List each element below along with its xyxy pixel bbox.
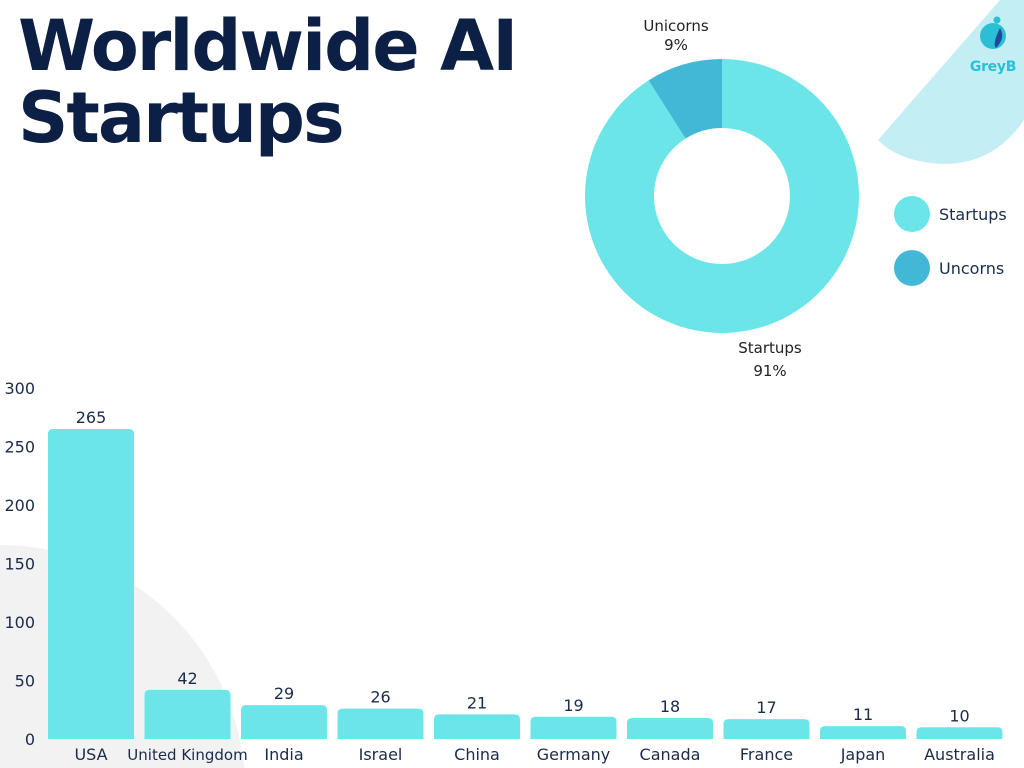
bar-value-labels: 265 42 29 26 21 19 18 17 11 10 bbox=[76, 408, 970, 725]
y-tick-label: 300 bbox=[4, 379, 35, 398]
y-axis-ticks: 0 50 100 150 200 250 300 bbox=[4, 379, 35, 749]
logo-text: GreyB bbox=[969, 59, 1017, 75]
x-axis-labels: USA United Kingdom India Israel China Germany… bbox=[74, 745, 994, 764]
x-tick-label: Japan bbox=[840, 745, 886, 764]
donut-percent-unicorns: 9% bbox=[664, 36, 688, 54]
greyb-logo: GreyB bbox=[968, 16, 1018, 75]
bar-marks bbox=[48, 428, 1003, 739]
bar-value-label: 11 bbox=[853, 705, 873, 724]
donut-slice-startups bbox=[584, 59, 860, 333]
page-title: Worldwide AI Startups bbox=[18, 5, 518, 159]
x-tick-label: France bbox=[740, 745, 793, 764]
donut-slice-unicorns bbox=[648, 59, 722, 139]
donut-label-unicorns: Unicorns bbox=[643, 17, 708, 35]
bar-united-kingdom bbox=[144, 689, 231, 739]
bar-israel bbox=[337, 708, 424, 739]
donut-percent-startups: 91% bbox=[753, 362, 786, 380]
bar-germany bbox=[530, 716, 617, 739]
x-tick-label: India bbox=[264, 745, 303, 764]
x-tick-label: Australia bbox=[924, 745, 995, 764]
legend-swatch-unicorns bbox=[894, 250, 930, 286]
legend-label: Uncorns bbox=[939, 258, 1005, 278]
bar-france bbox=[723, 719, 810, 739]
title-line-2: Startups bbox=[18, 77, 345, 159]
y-tick-label: 100 bbox=[4, 613, 35, 632]
bar-value-label: 10 bbox=[949, 706, 969, 725]
logo-mark-icon bbox=[980, 16, 1006, 49]
x-tick-label: USA bbox=[74, 745, 107, 764]
donut-label-startups: Startups bbox=[738, 339, 802, 357]
bar-usa bbox=[48, 428, 134, 739]
bar-china bbox=[434, 714, 520, 739]
bar-canada bbox=[627, 717, 713, 739]
y-tick-label: 200 bbox=[4, 496, 35, 515]
donut-slices bbox=[584, 59, 860, 333]
x-tick-label: United Kingdom bbox=[127, 746, 247, 764]
bar-value-label: 265 bbox=[76, 408, 107, 427]
x-tick-label: China bbox=[454, 745, 500, 764]
bar-value-label: 19 bbox=[563, 696, 583, 715]
donut-chart: Unicorns 9% Startups 91% bbox=[584, 17, 860, 380]
legend-label: Startups bbox=[939, 204, 1007, 224]
donut-legend: Startups Uncorns bbox=[894, 196, 1007, 304]
bar-india bbox=[241, 705, 327, 739]
bar-value-label: 42 bbox=[177, 669, 197, 688]
bar-value-label: 29 bbox=[274, 684, 294, 703]
title-line-1: Worldwide AI bbox=[18, 5, 518, 87]
x-tick-label: Israel bbox=[359, 745, 403, 764]
x-tick-label: Canada bbox=[640, 745, 701, 764]
bar-value-label: 18 bbox=[660, 697, 680, 716]
bar-japan bbox=[820, 726, 906, 739]
bar-australia bbox=[916, 727, 1003, 739]
y-tick-label: 0 bbox=[25, 730, 35, 749]
x-tick-label: Germany bbox=[537, 745, 611, 764]
y-tick-label: 250 bbox=[4, 438, 35, 457]
legend-swatch-startups bbox=[894, 196, 930, 232]
y-tick-label: 150 bbox=[4, 555, 35, 574]
bar-value-label: 26 bbox=[370, 688, 390, 707]
legend-item-unicorns: Uncorns bbox=[894, 250, 1007, 286]
bar-value-label: 21 bbox=[467, 693, 487, 712]
bar-value-label: 17 bbox=[756, 698, 776, 717]
y-tick-label: 50 bbox=[15, 672, 35, 691]
legend-item-startups: Startups bbox=[894, 196, 1007, 232]
